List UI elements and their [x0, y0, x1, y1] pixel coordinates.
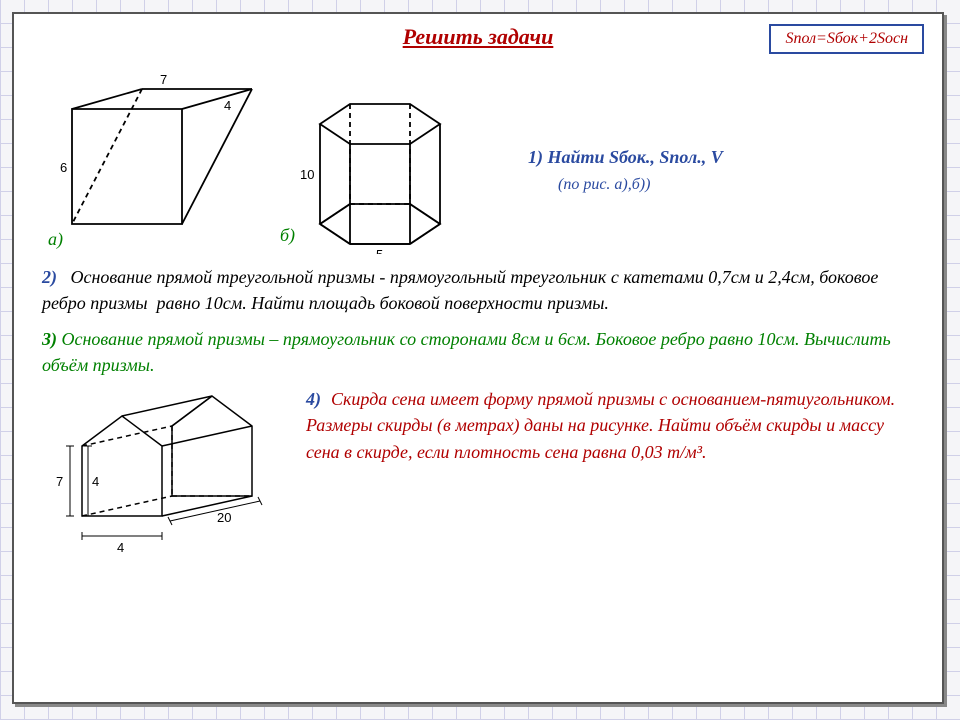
top-figure-row: 6 7 4 а) [42, 54, 914, 254]
figC-depth: 20 [217, 510, 231, 525]
figC-houter: 7 [56, 474, 63, 489]
task2-text: Основание прямой треугольной призмы - пр… [42, 267, 883, 313]
task4-text: Скирда сена имеет форму прямой призмы с … [306, 389, 895, 461]
figB-label: б) [280, 225, 295, 246]
task2-num: 2) [42, 267, 57, 287]
task2: 2) Основание прямой треугольной призмы -… [42, 264, 914, 316]
task1-sub: (по рис. а),б)) [558, 176, 914, 194]
figure-c: 7 4 4 20 [42, 386, 292, 576]
figA-depth: 4 [224, 98, 231, 113]
figC-hinner: 4 [92, 474, 99, 489]
figure-a: 6 7 4 а) [42, 54, 272, 254]
bottom-row: 7 4 4 20 4)Скирда сена имеет форму прямо… [42, 386, 914, 576]
figB-base: 5 [376, 247, 383, 254]
task1-block: 1) Найти Sбок., Sпол., V (по рис. а),б)) [488, 147, 914, 254]
task3-text: Основание прямой призмы – прямоугольник … [42, 329, 891, 375]
figB-h: 10 [300, 167, 314, 182]
formula-box: Sпол=Sбок+2Sосн [769, 24, 924, 54]
figA-h: 6 [60, 160, 67, 175]
task3-num: 3) [42, 329, 57, 349]
slide-board: Решить задачи Sпол=Sбок+2Sосн 6 7 4 а) [12, 12, 944, 704]
figA-top: 7 [160, 72, 167, 87]
task3: 3) Основание прямой призмы – прямоугольн… [42, 326, 914, 378]
task4: 4)Скирда сена имеет форму прямой призмы … [306, 386, 914, 464]
figC-base: 4 [117, 540, 124, 555]
task4-num: 4) [306, 389, 321, 409]
figure-b: 10 5 б) [300, 64, 480, 254]
task1-line: 1) Найти Sбок., Sпол., V [528, 147, 914, 168]
figA-label: а) [48, 229, 63, 250]
